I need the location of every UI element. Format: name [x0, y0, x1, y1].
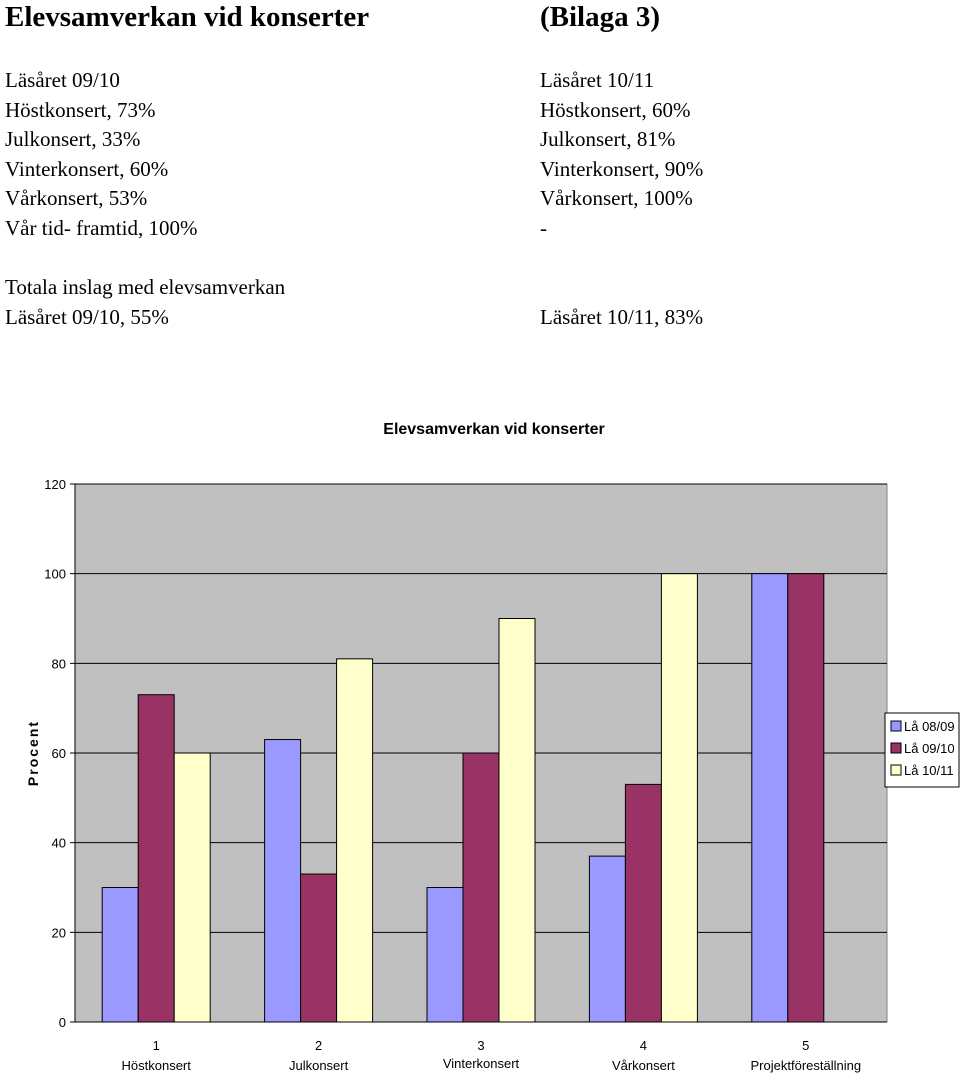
x-tick-label: 5 [802, 1038, 809, 1053]
y-tick-label: 0 [59, 1015, 66, 1030]
left-line: Vår tid- framtid, 100% [5, 215, 198, 240]
bar [426, 887, 464, 1023]
right-line: Läsåret 10/11 [540, 68, 655, 92]
legend-label: Lå 09/10 [904, 741, 955, 756]
bar [462, 752, 500, 1023]
left-line: Vårkonsert, 53% [5, 186, 148, 211]
totals-left: Läsåret 09/10, 55% [5, 304, 169, 329]
annex-label: (Bilaga 3) [540, 1, 661, 33]
legend-label: Lå 10/11 [904, 763, 954, 778]
x-tick-label: 1 [153, 1038, 160, 1053]
totals-heading: Totala inslag med elevsamverkan [5, 275, 286, 299]
x-tick-sublabel: Projektföreställning [751, 1058, 862, 1073]
chart-title: Elevsamverkan vid konserter [383, 421, 604, 438]
bar [751, 573, 789, 1023]
y-tick-label: 20 [52, 925, 66, 940]
bar [264, 739, 302, 1023]
x-tick-sublabel: Vinterkonsert [443, 1056, 520, 1071]
x-tick-label: 3 [477, 1038, 484, 1053]
totals-right: Läsåret 10/11, 83% [540, 304, 704, 329]
bar-chart: Elevsamverkan vid konserter 0 20 40 60 80 100 1… [25, 421, 960, 1073]
y-tick-label: 80 [52, 656, 66, 671]
y-tick-label: 100 [44, 567, 66, 582]
bar [336, 658, 374, 1023]
right-line: Julkonsert, 81% [540, 127, 676, 152]
bar [588, 855, 626, 1023]
left-column: Läsåret 09/10 Höstkonsert, 73% Julkonser… [5, 66, 197, 244]
right-line: Vårkonsert, 100% [540, 186, 693, 211]
x-tick-sublabel: Höstkonsert [122, 1058, 192, 1073]
bar [660, 573, 698, 1023]
x-tick-sublabel: Vårkonsert [612, 1058, 675, 1073]
bar [137, 694, 175, 1023]
legend-swatch [890, 764, 902, 776]
bar [173, 752, 211, 1023]
y-axis-label: Procent [25, 720, 41, 786]
left-line: Läsåret 09/10 [5, 68, 120, 92]
bar [101, 887, 139, 1023]
legend-label: Lå 08/09 [904, 719, 955, 734]
left-line: Vinterkonsert, 60% [5, 156, 169, 181]
bar [498, 618, 536, 1023]
y-tick-label: 40 [52, 836, 66, 851]
legend-swatch [890, 720, 902, 732]
x-tick-label: 2 [315, 1038, 322, 1053]
x-tick-label: 4 [640, 1038, 647, 1053]
left-line: Höstkonsert, 73% [5, 97, 156, 122]
page-title: Elevsamverkan vid konserter [5, 1, 370, 33]
totals-block: Totala inslag med elevsamverkan Läsåret … [5, 273, 285, 332]
legend-swatch [890, 742, 902, 754]
right-line: Höstkonsert, 60% [540, 97, 691, 122]
right-column: Läsåret 10/11 Höstkonsert, 60% Julkonser… [540, 66, 703, 244]
x-tick-sublabel: Julkonsert [289, 1058, 349, 1073]
right-line: Vinterkonsert, 90% [540, 156, 704, 181]
bar [787, 573, 825, 1023]
bar [300, 873, 338, 1023]
right-line: - [540, 215, 547, 240]
left-line: Julkonsert, 33% [5, 127, 141, 152]
bar [624, 783, 662, 1023]
y-tick-label: 60 [52, 746, 66, 761]
y-tick-label: 120 [44, 477, 66, 492]
